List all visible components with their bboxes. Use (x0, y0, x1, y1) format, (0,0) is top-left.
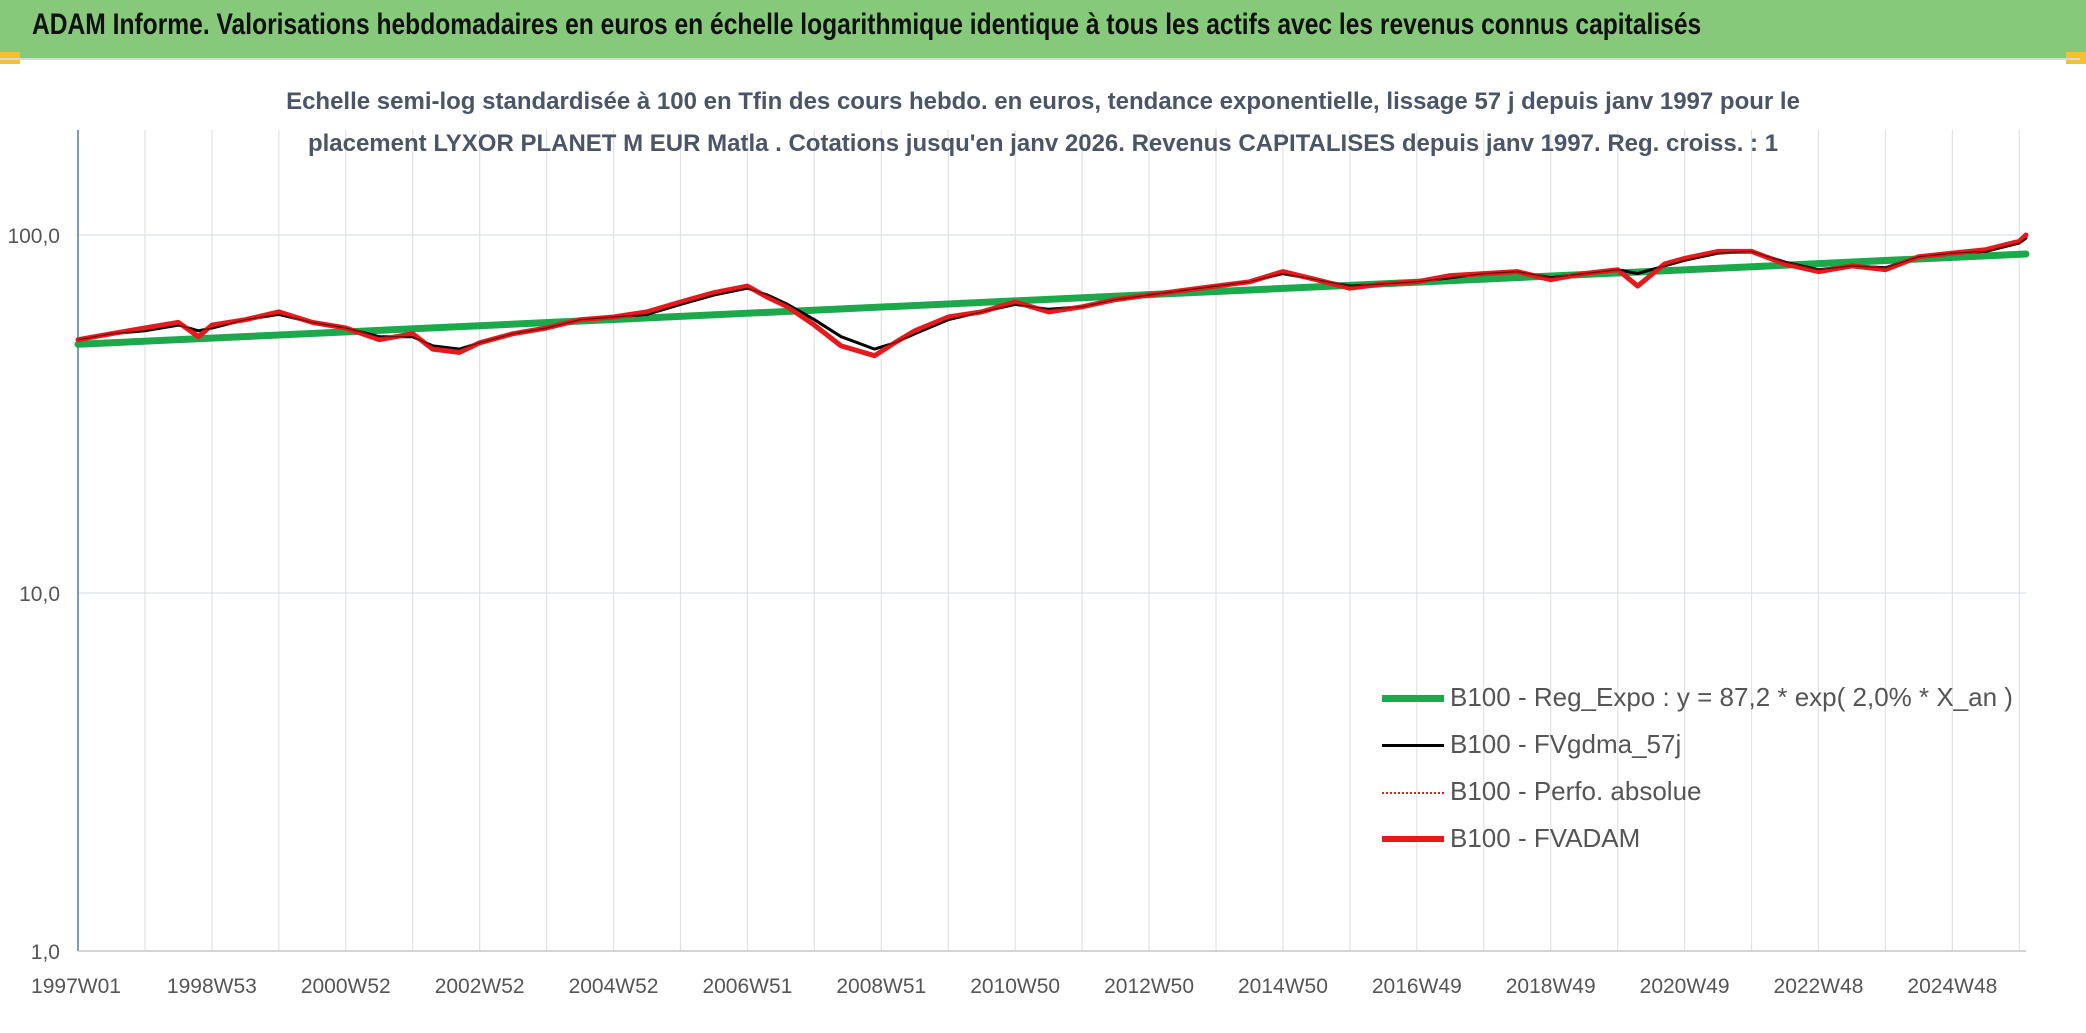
x-tick-label: 2014W50 (1238, 975, 1328, 998)
x-tick-label: 2016W49 (1372, 975, 1462, 998)
series-line-smoothed-overlay (77, 237, 2027, 350)
legend-swatch-smoothed (1382, 744, 1444, 747)
x-tick-label: 2004W52 (569, 975, 659, 998)
x-tick-label: 2006W51 (702, 975, 792, 998)
x-tick-label: 2002W52 (435, 975, 525, 998)
series-line-fvadam (75, 232, 2029, 359)
legend-swatch-trend (1382, 695, 1444, 702)
x-tick-label: 2010W50 (970, 975, 1060, 998)
chart-title-line-1: Echelle semi-log standardisée à 100 en T… (286, 88, 1800, 115)
chart-title-line-2: placement LYXOR PLANET M EUR Matla . Cot… (307, 130, 1779, 157)
x-tick-label: 1997W01 (31, 975, 121, 998)
x-tick-label: 2008W51 (836, 975, 926, 998)
series-lines (74, 232, 2030, 359)
header-bar: ADAM Informe. Valorisations hebdomadaire… (0, 0, 2086, 58)
chart-area (0, 58, 2080, 1030)
legend-label-absolute: B100 - Perfo. absolue (1450, 776, 1702, 806)
legend-swatch-absolute (1382, 792, 1444, 794)
y-tick-label: 10,0 (19, 583, 60, 606)
x-tick-label: 2022W48 (1774, 975, 1864, 998)
legend-label-trend: B100 - Reg_Expo : y = 87,2 * exp( 2,0% *… (1450, 682, 2013, 712)
legend-label-smoothed: B100 - FVgdma_57j (1450, 729, 1682, 759)
y-tick-label: 100,0 (7, 225, 60, 248)
x-tick-label: 2012W50 (1104, 975, 1194, 998)
header-title: ADAM Informe. Valorisations hebdomadaire… (32, 8, 1702, 41)
x-tick-label: 2000W52 (301, 975, 391, 998)
x-tick-label: 2018W49 (1506, 975, 1596, 998)
legend-swatch-fvadam (1382, 836, 1444, 842)
y-tick-label: 1,0 (31, 941, 60, 964)
x-tick-label: 2024W48 (1907, 975, 1997, 998)
x-tick-label: 1998W53 (167, 975, 257, 998)
legend-label-fvadam: B100 - FVADAM (1450, 823, 1641, 853)
x-tick-label: 2020W49 (1640, 975, 1730, 998)
axes: 1,0 10,0 100,0 1997W01 1998W53 2000W52 2002W52… (7, 130, 2026, 998)
series-line-trend (74, 250, 2030, 348)
